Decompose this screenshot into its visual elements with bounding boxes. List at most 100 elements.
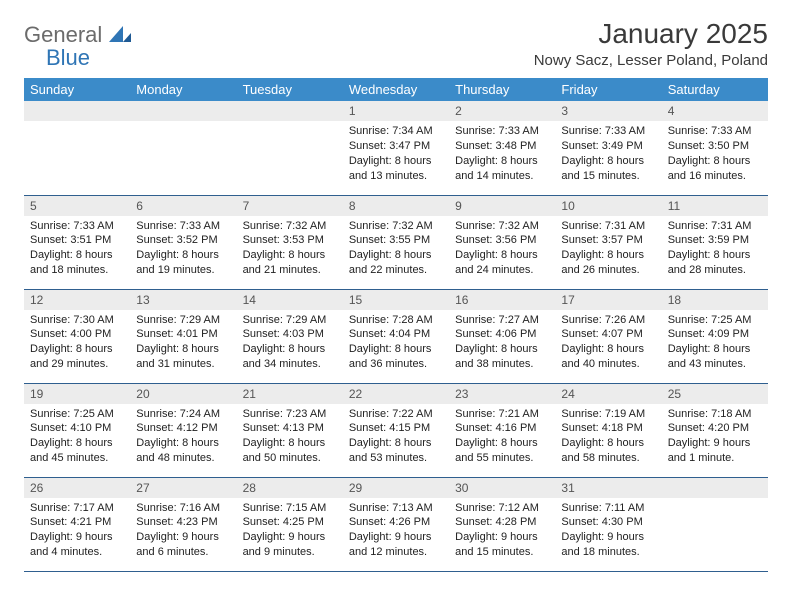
- day-number: 5: [24, 196, 130, 216]
- day-details: Sunrise: 7:33 AMSunset: 3:48 PMDaylight:…: [449, 121, 555, 187]
- day-number: 31: [555, 478, 661, 498]
- day-number: 11: [662, 196, 768, 216]
- calendar-cell: [24, 101, 130, 195]
- day-number: 23: [449, 384, 555, 404]
- page-header: General Blue January 2025 Nowy Sacz, Les…: [24, 18, 768, 70]
- day-number: 12: [24, 290, 130, 310]
- day-number: [24, 101, 130, 121]
- day-details: Sunrise: 7:29 AMSunset: 4:01 PMDaylight:…: [130, 310, 236, 376]
- day-details: Sunrise: 7:34 AMSunset: 3:47 PMDaylight:…: [343, 121, 449, 187]
- day-number: 27: [130, 478, 236, 498]
- day-details: Sunrise: 7:19 AMSunset: 4:18 PMDaylight:…: [555, 404, 661, 470]
- day-number: 17: [555, 290, 661, 310]
- calendar-week-row: 5Sunrise: 7:33 AMSunset: 3:51 PMDaylight…: [24, 195, 768, 289]
- day-number: 7: [237, 196, 343, 216]
- day-number: 30: [449, 478, 555, 498]
- weekday-header: Saturday: [662, 78, 768, 101]
- day-details: Sunrise: 7:15 AMSunset: 4:25 PMDaylight:…: [237, 498, 343, 564]
- day-number: 8: [343, 196, 449, 216]
- location-text: Nowy Sacz, Lesser Poland, Poland: [534, 52, 768, 69]
- calendar-table: Sunday Monday Tuesday Wednesday Thursday…: [24, 78, 768, 572]
- logo-text-block: General Blue: [24, 24, 131, 70]
- weekday-header: Friday: [555, 78, 661, 101]
- calendar-cell: 11Sunrise: 7:31 AMSunset: 3:59 PMDayligh…: [662, 195, 768, 289]
- day-details: Sunrise: 7:16 AMSunset: 4:23 PMDaylight:…: [130, 498, 236, 564]
- day-number: 24: [555, 384, 661, 404]
- day-details: Sunrise: 7:17 AMSunset: 4:21 PMDaylight:…: [24, 498, 130, 564]
- calendar-cell: 4Sunrise: 7:33 AMSunset: 3:50 PMDaylight…: [662, 101, 768, 195]
- day-details: Sunrise: 7:22 AMSunset: 4:15 PMDaylight:…: [343, 404, 449, 470]
- calendar-cell: 25Sunrise: 7:18 AMSunset: 4:20 PMDayligh…: [662, 383, 768, 477]
- calendar-cell: [237, 101, 343, 195]
- calendar-cell: 16Sunrise: 7:27 AMSunset: 4:06 PMDayligh…: [449, 289, 555, 383]
- day-details: Sunrise: 7:32 AMSunset: 3:56 PMDaylight:…: [449, 216, 555, 282]
- day-number: 29: [343, 478, 449, 498]
- day-number: 15: [343, 290, 449, 310]
- calendar-cell: 28Sunrise: 7:15 AMSunset: 4:25 PMDayligh…: [237, 477, 343, 571]
- day-number: 1: [343, 101, 449, 121]
- day-number: 20: [130, 384, 236, 404]
- calendar-cell: 26Sunrise: 7:17 AMSunset: 4:21 PMDayligh…: [24, 477, 130, 571]
- calendar-cell: 8Sunrise: 7:32 AMSunset: 3:55 PMDaylight…: [343, 195, 449, 289]
- weekday-header: Sunday: [24, 78, 130, 101]
- day-number: 2: [449, 101, 555, 121]
- calendar-cell: 20Sunrise: 7:24 AMSunset: 4:12 PMDayligh…: [130, 383, 236, 477]
- day-number: 14: [237, 290, 343, 310]
- calendar-cell: 12Sunrise: 7:30 AMSunset: 4:00 PMDayligh…: [24, 289, 130, 383]
- calendar-week-row: 26Sunrise: 7:17 AMSunset: 4:21 PMDayligh…: [24, 477, 768, 571]
- calendar-cell: 21Sunrise: 7:23 AMSunset: 4:13 PMDayligh…: [237, 383, 343, 477]
- day-details: Sunrise: 7:29 AMSunset: 4:03 PMDaylight:…: [237, 310, 343, 376]
- calendar-cell: 19Sunrise: 7:25 AMSunset: 4:10 PMDayligh…: [24, 383, 130, 477]
- calendar-cell: 7Sunrise: 7:32 AMSunset: 3:53 PMDaylight…: [237, 195, 343, 289]
- day-details: Sunrise: 7:32 AMSunset: 3:53 PMDaylight:…: [237, 216, 343, 282]
- day-number: [662, 478, 768, 498]
- day-number: 26: [24, 478, 130, 498]
- calendar-page: General Blue January 2025 Nowy Sacz, Les…: [0, 0, 792, 612]
- day-details: Sunrise: 7:25 AMSunset: 4:09 PMDaylight:…: [662, 310, 768, 376]
- day-number: 10: [555, 196, 661, 216]
- calendar-cell: [130, 101, 236, 195]
- day-number: 4: [662, 101, 768, 121]
- calendar-body: 1Sunrise: 7:34 AMSunset: 3:47 PMDaylight…: [24, 101, 768, 571]
- day-number: 22: [343, 384, 449, 404]
- day-details: Sunrise: 7:31 AMSunset: 3:59 PMDaylight:…: [662, 216, 768, 282]
- logo-triangle-icon: [109, 26, 131, 42]
- day-details: Sunrise: 7:27 AMSunset: 4:06 PMDaylight:…: [449, 310, 555, 376]
- calendar-cell: 30Sunrise: 7:12 AMSunset: 4:28 PMDayligh…: [449, 477, 555, 571]
- calendar-cell: 15Sunrise: 7:28 AMSunset: 4:04 PMDayligh…: [343, 289, 449, 383]
- calendar-cell: [662, 477, 768, 571]
- day-number: 18: [662, 290, 768, 310]
- day-details: Sunrise: 7:33 AMSunset: 3:51 PMDaylight:…: [24, 216, 130, 282]
- calendar-cell: 27Sunrise: 7:16 AMSunset: 4:23 PMDayligh…: [130, 477, 236, 571]
- logo-word-2: Blue: [46, 45, 90, 70]
- day-number: 13: [130, 290, 236, 310]
- day-details: Sunrise: 7:11 AMSunset: 4:30 PMDaylight:…: [555, 498, 661, 564]
- calendar-cell: 6Sunrise: 7:33 AMSunset: 3:52 PMDaylight…: [130, 195, 236, 289]
- day-number: 28: [237, 478, 343, 498]
- day-details: Sunrise: 7:26 AMSunset: 4:07 PMDaylight:…: [555, 310, 661, 376]
- calendar-cell: 31Sunrise: 7:11 AMSunset: 4:30 PMDayligh…: [555, 477, 661, 571]
- calendar-cell: 14Sunrise: 7:29 AMSunset: 4:03 PMDayligh…: [237, 289, 343, 383]
- logo: General Blue: [24, 18, 131, 70]
- day-details: Sunrise: 7:23 AMSunset: 4:13 PMDaylight:…: [237, 404, 343, 470]
- calendar-cell: 1Sunrise: 7:34 AMSunset: 3:47 PMDaylight…: [343, 101, 449, 195]
- day-number: 19: [24, 384, 130, 404]
- day-number: 3: [555, 101, 661, 121]
- weekday-header: Monday: [130, 78, 236, 101]
- calendar-cell: 23Sunrise: 7:21 AMSunset: 4:16 PMDayligh…: [449, 383, 555, 477]
- day-details: Sunrise: 7:30 AMSunset: 4:00 PMDaylight:…: [24, 310, 130, 376]
- weekday-header: Thursday: [449, 78, 555, 101]
- day-number: 6: [130, 196, 236, 216]
- title-block: January 2025 Nowy Sacz, Lesser Poland, P…: [534, 18, 768, 69]
- calendar-week-row: 19Sunrise: 7:25 AMSunset: 4:10 PMDayligh…: [24, 383, 768, 477]
- calendar-cell: 24Sunrise: 7:19 AMSunset: 4:18 PMDayligh…: [555, 383, 661, 477]
- day-number: 21: [237, 384, 343, 404]
- day-details: Sunrise: 7:33 AMSunset: 3:50 PMDaylight:…: [662, 121, 768, 187]
- day-number: 9: [449, 196, 555, 216]
- day-details: Sunrise: 7:24 AMSunset: 4:12 PMDaylight:…: [130, 404, 236, 470]
- day-details: Sunrise: 7:33 AMSunset: 3:52 PMDaylight:…: [130, 216, 236, 282]
- day-details: Sunrise: 7:18 AMSunset: 4:20 PMDaylight:…: [662, 404, 768, 470]
- calendar-cell: 3Sunrise: 7:33 AMSunset: 3:49 PMDaylight…: [555, 101, 661, 195]
- day-number: 25: [662, 384, 768, 404]
- calendar-cell: 13Sunrise: 7:29 AMSunset: 4:01 PMDayligh…: [130, 289, 236, 383]
